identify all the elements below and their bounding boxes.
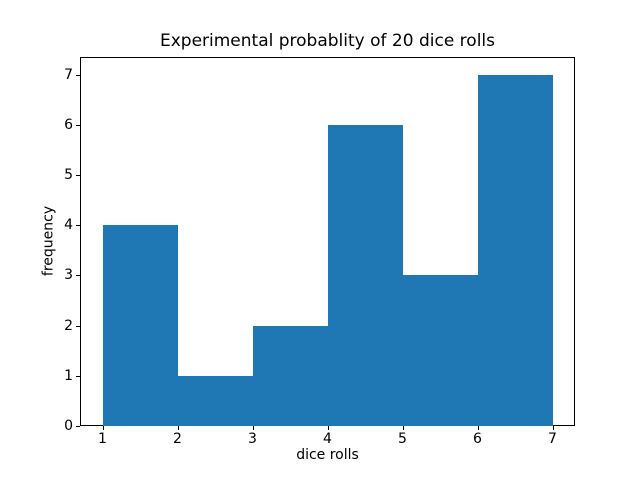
x-axis-label: dice rolls: [296, 447, 359, 463]
x-tick-label: 2: [173, 431, 182, 447]
histogram-bar-2: [177, 375, 253, 426]
y-tick-mark: [76, 174, 80, 176]
y-tick-mark: [76, 74, 80, 76]
y-tick-label: 6: [64, 116, 73, 133]
chart-title: Experimental probablity of 20 dice rolls: [159, 31, 496, 51]
y-tick-label: 0: [64, 418, 73, 434]
axes-area: [80, 57, 575, 426]
x-tick-label: 4: [323, 431, 332, 447]
y-tick-mark: [76, 225, 80, 227]
y-tick-label: 1: [64, 367, 73, 384]
y-tick-mark: [76, 375, 80, 377]
y-tick-label: 5: [64, 166, 73, 183]
x-tick-label: 5: [398, 431, 407, 447]
y-tick-label: 4: [64, 217, 73, 234]
x-tick-label: 3: [248, 431, 257, 447]
y-tick-label: 7: [64, 66, 73, 83]
x-tick-label: 6: [473, 431, 482, 447]
x-tick-mark: [552, 426, 554, 430]
x-tick-mark: [327, 426, 329, 430]
x-tick-label: 1: [98, 431, 107, 447]
y-tick-label: 3: [64, 267, 73, 284]
y-tick-label: 2: [64, 317, 73, 334]
histogram-bar-1: [102, 225, 178, 426]
histogram-bar-3: [252, 325, 328, 426]
x-tick-mark: [177, 426, 179, 430]
histogram-bar-5: [402, 275, 478, 426]
x-tick-mark: [402, 426, 404, 430]
histogram-bar-4: [327, 124, 403, 426]
y-tick-mark: [76, 426, 80, 427]
y-tick-mark: [76, 124, 80, 126]
x-tick-mark: [477, 426, 479, 430]
x-tick-label: 7: [548, 431, 557, 447]
x-tick-mark: [102, 426, 104, 430]
x-tick-mark: [252, 426, 254, 430]
y-tick-mark: [76, 275, 80, 277]
y-tick-mark: [76, 325, 80, 327]
histogram-bar-6: [477, 74, 553, 426]
